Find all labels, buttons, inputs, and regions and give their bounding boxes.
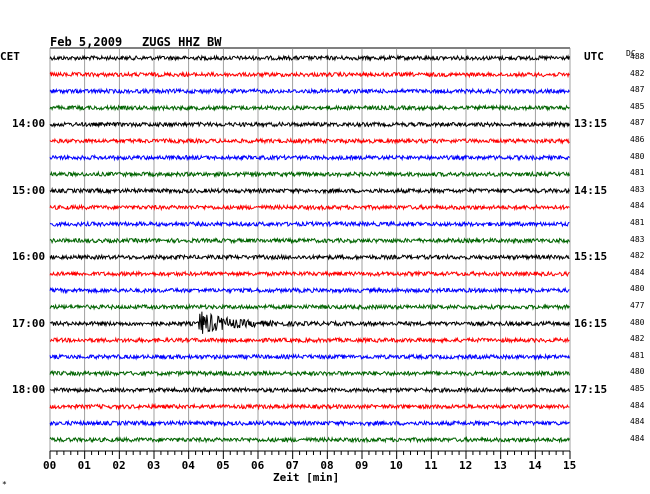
x-tick-label: 11 bbox=[424, 459, 438, 472]
dc-offset-label: 486 bbox=[630, 135, 645, 144]
dc-offset-label: 484 bbox=[630, 201, 645, 211]
dc-offset-label: 480 bbox=[630, 284, 645, 294]
dc-offset-label: 488 bbox=[630, 52, 645, 61]
x-tick-label: 03 bbox=[147, 459, 161, 472]
dc-offset-label: 485 bbox=[630, 101, 645, 111]
seismic-trace bbox=[49, 303, 570, 311]
utc-time-label: 13:15 bbox=[574, 117, 608, 131]
seismic-trace bbox=[49, 435, 570, 444]
dc-offset-label: 484 bbox=[630, 400, 645, 410]
date-title: Feb 5,2009 bbox=[50, 35, 123, 49]
dc-offset-label: 482 bbox=[630, 68, 645, 78]
dc-offset-label: 484 bbox=[630, 417, 645, 427]
x-tick-label: 09 bbox=[355, 459, 369, 472]
dc-offset-label: 483 bbox=[630, 184, 645, 194]
x-axis-label: Zeit [min] bbox=[273, 471, 340, 484]
dc-offset-label: 484 bbox=[630, 267, 645, 277]
dc-offset-label: 477 bbox=[630, 301, 645, 310]
cet-time-label: 16:00 bbox=[12, 250, 46, 264]
dc-offset-label: 482 bbox=[630, 334, 645, 344]
dc-offset-label: 480 bbox=[630, 367, 645, 377]
seismic-trace bbox=[49, 419, 570, 428]
seismic-trace bbox=[49, 103, 570, 112]
seismic-trace bbox=[49, 87, 570, 95]
dc-offset-label: 481 bbox=[630, 350, 645, 360]
seismic-trace bbox=[49, 170, 570, 179]
x-tick-label: 14 bbox=[528, 459, 542, 472]
seismic-trace bbox=[49, 402, 570, 411]
dc-offset-label: 483 bbox=[630, 234, 645, 244]
x-tick-label: 13 bbox=[493, 459, 507, 472]
dc-offset-label: 482 bbox=[630, 251, 645, 261]
corner-mark: * bbox=[2, 480, 7, 489]
seismic-trace bbox=[49, 220, 570, 228]
cet-time-label: 15:00 bbox=[12, 183, 46, 197]
seismic-trace bbox=[49, 369, 570, 378]
dc-offset-label: 487 bbox=[630, 85, 645, 95]
x-tick-label: 05 bbox=[216, 459, 230, 472]
seismic-trace bbox=[49, 70, 570, 79]
dc-offset-label: 487 bbox=[630, 118, 645, 128]
seismic-trace bbox=[49, 54, 570, 62]
seismic-trace bbox=[49, 253, 570, 261]
utc-time-label: 14:15 bbox=[574, 183, 608, 197]
seismic-trace bbox=[49, 236, 570, 245]
x-tick-label: 15 bbox=[563, 459, 577, 472]
seismic-trace bbox=[49, 186, 570, 195]
station-title: ZUGS HHZ BW bbox=[142, 35, 222, 49]
seismic-trace bbox=[49, 153, 570, 162]
x-tick-label: 04 bbox=[181, 459, 195, 472]
seismic-trace bbox=[49, 120, 570, 129]
dc-offset-label: 481 bbox=[630, 218, 645, 227]
dc-offset-label: 484 bbox=[630, 433, 645, 443]
cet-time-label: 18:00 bbox=[12, 383, 46, 396]
utc-time-label: 16:15 bbox=[574, 316, 608, 330]
utc-axis-title: UTC bbox=[584, 50, 604, 63]
seismic-trace bbox=[49, 386, 570, 394]
seismic-trace bbox=[49, 269, 570, 278]
cet-time-label: 14:00 bbox=[12, 117, 46, 131]
dc-offset-label: 481 bbox=[630, 168, 645, 178]
dc-offset-label: 480 bbox=[630, 317, 645, 327]
cet-time-label: 17:00 bbox=[12, 316, 46, 330]
x-tick-label: 00 bbox=[43, 459, 57, 472]
seismic-trace bbox=[49, 286, 570, 295]
seismic-trace bbox=[49, 352, 570, 361]
x-tick-label: 12 bbox=[459, 459, 473, 472]
dc-offset-label: 480 bbox=[630, 151, 645, 161]
seismic-trace bbox=[49, 311, 570, 334]
x-tick-label: 10 bbox=[389, 459, 403, 472]
x-tick-label: 07 bbox=[285, 459, 299, 472]
dc-offset-label: 485 bbox=[630, 384, 645, 393]
utc-time-label: 15:15 bbox=[574, 250, 608, 264]
x-tick-label: 01 bbox=[77, 459, 91, 472]
seismic-trace bbox=[49, 137, 570, 145]
x-tick-label: 02 bbox=[112, 459, 126, 472]
cet-axis-title: CET bbox=[0, 50, 20, 63]
dc-column-title: DC bbox=[626, 49, 636, 58]
x-tick-label: 08 bbox=[320, 459, 334, 472]
seismic-trace bbox=[49, 203, 570, 212]
x-tick-label: 06 bbox=[251, 459, 265, 472]
utc-time-label: 17:15 bbox=[574, 383, 608, 396]
seismic-trace bbox=[49, 336, 570, 345]
